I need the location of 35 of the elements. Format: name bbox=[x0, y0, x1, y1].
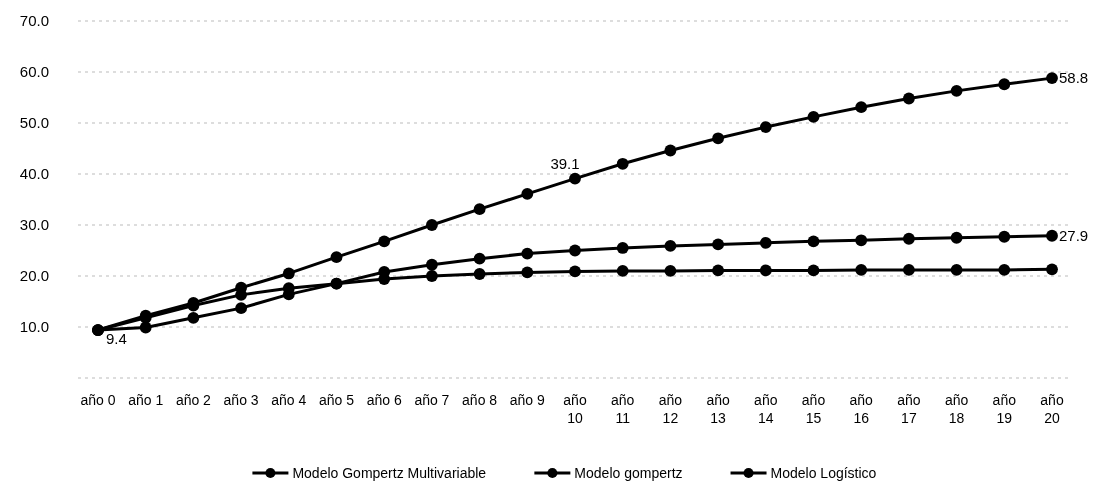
legend-label: Modelo Gompertz Multivariable bbox=[292, 465, 487, 481]
y-tick-label: 50.0 bbox=[19, 114, 49, 132]
y-tick-label: 30.0 bbox=[19, 216, 49, 234]
legend-label: Modelo Logístico bbox=[770, 465, 877, 481]
x-tick-label: año 3 bbox=[223, 392, 259, 408]
x-tick-label: año 1 bbox=[128, 392, 164, 408]
data-label: 9.4 bbox=[106, 330, 127, 348]
x-tick-label: año 2 bbox=[175, 392, 212, 408]
x-tick-label: año 16 bbox=[849, 392, 874, 426]
legend-label: Modelo gompertz bbox=[574, 465, 683, 481]
x-tick-label: año 18 bbox=[944, 392, 969, 426]
x-tick-label: año 7 bbox=[414, 392, 450, 408]
x-tick-label: año 17 bbox=[897, 392, 921, 426]
x-tick-label: año 15 bbox=[801, 392, 826, 426]
data-label: 27.9 bbox=[1059, 226, 1089, 244]
data-label: 39.1 bbox=[550, 154, 580, 172]
y-tick-label: 40.0 bbox=[19, 165, 49, 183]
x-tick-label: año 12 bbox=[658, 392, 683, 426]
x-tick-label: año 14 bbox=[754, 392, 778, 426]
x-tick-label: año 8 bbox=[462, 392, 498, 408]
x-tick-label: año 13 bbox=[706, 392, 730, 426]
x-tick-label: año 6 bbox=[366, 392, 402, 408]
y-tick-label: 10.0 bbox=[19, 318, 49, 336]
x-tick-label: año 4 bbox=[271, 392, 307, 408]
y-tick-label: 20.0 bbox=[19, 267, 49, 285]
x-tick-label: año 10 bbox=[563, 392, 587, 426]
x-tick-label: año 19 bbox=[992, 392, 1017, 426]
x-tick-label: año 0 bbox=[80, 392, 116, 408]
data-label: 58.8 bbox=[1059, 69, 1089, 87]
x-tick-label: año 11 bbox=[611, 392, 635, 426]
x-tick-label: año 5 bbox=[318, 392, 355, 408]
x-tick-label: año 20 bbox=[1040, 392, 1064, 426]
y-tick-label: 60.0 bbox=[19, 63, 49, 81]
x-tick-label: año 9 bbox=[509, 392, 546, 408]
y-tick-label: 70.0 bbox=[19, 12, 49, 30]
